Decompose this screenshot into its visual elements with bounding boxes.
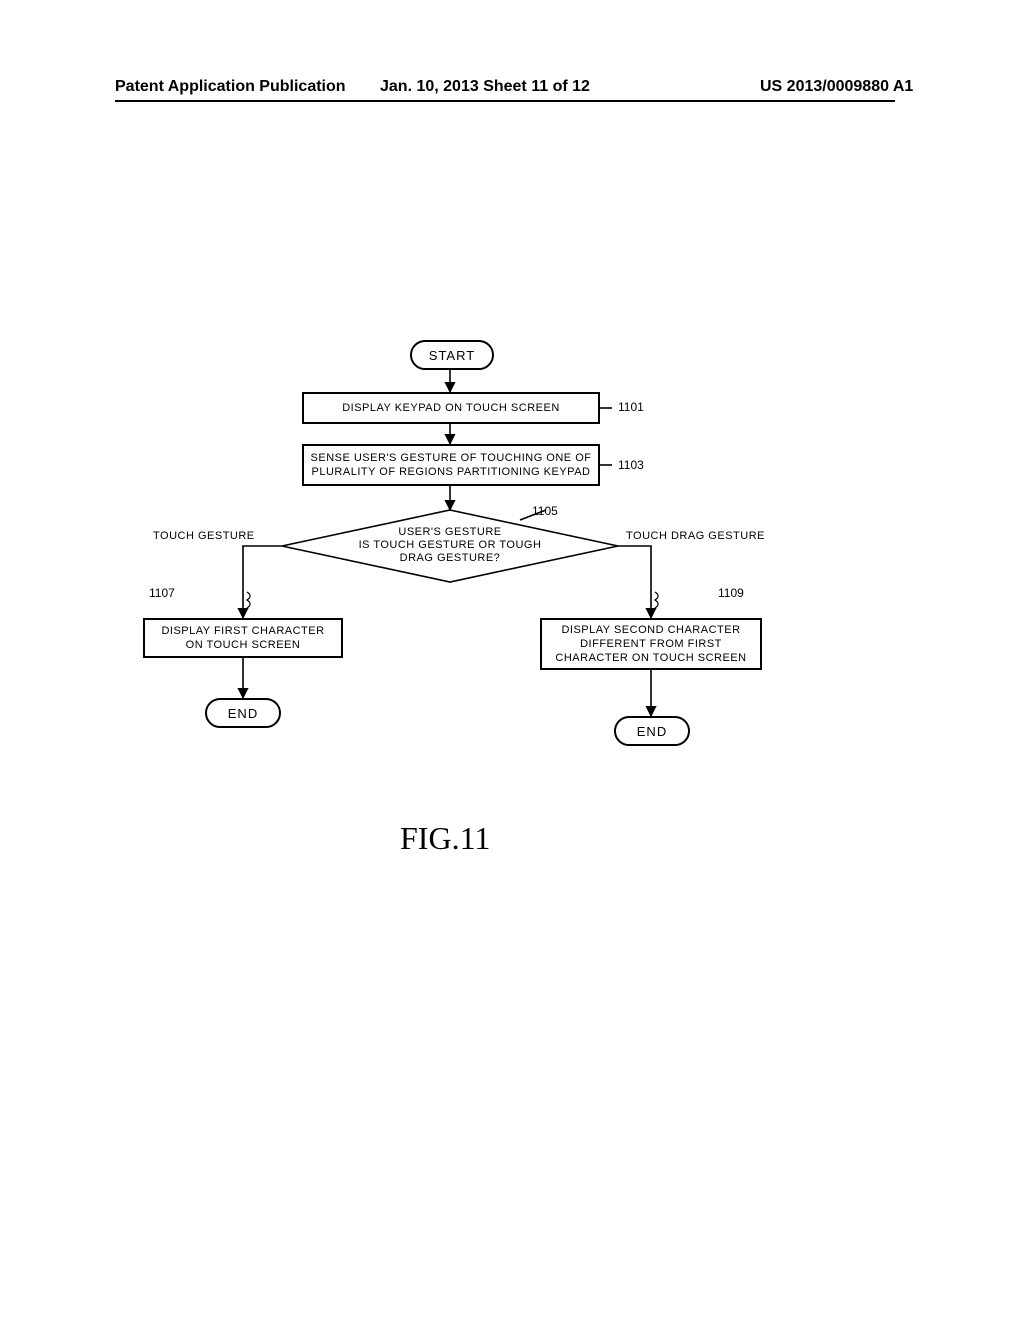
header-rule	[115, 100, 895, 102]
page: Patent Application Publication Jan. 10, …	[0, 0, 1024, 1320]
ref-1105: 1105	[532, 504, 558, 518]
decision-line2: IS TOUCH GESTURE OR TOUGH	[300, 539, 600, 551]
decision-line1: USER'S GESTURE	[300, 526, 600, 538]
header-left: Patent Application Publication	[115, 78, 346, 96]
process-display-first-char: DISPLAY FIRST CHARACTERON TOUCH SCREEN	[143, 618, 343, 658]
header-mid: Jan. 10, 2013 Sheet 11 of 12	[380, 78, 590, 96]
ref-1109: 1109	[718, 586, 744, 600]
process-display-second-char: DISPLAY SECOND CHARACTERDIFFERENT FROM F…	[540, 618, 762, 670]
process-display-keypad: DISPLAY KEYPAD ON TOUCH SCREEN	[302, 392, 600, 424]
ref-1101: 1101	[618, 400, 644, 414]
ref-1107: 1107	[149, 586, 175, 600]
branch-label-right: TOUCH DRAG GESTURE	[626, 530, 765, 542]
terminal-end-right: END	[614, 716, 690, 746]
terminal-end-left: END	[205, 698, 281, 728]
process-display-first-char-text: DISPLAY FIRST CHARACTERON TOUCH SCREEN	[161, 624, 324, 653]
decision-line3: DRAG GESTURE?	[300, 552, 600, 564]
process-sense-gesture-text: SENSE USER'S GESTURE OF TOUCHING ONE OFP…	[311, 451, 592, 480]
figure-caption: FIG.11	[400, 820, 490, 857]
ref-1103: 1103	[618, 458, 644, 472]
header-right: US 2013/0009880 A1	[760, 78, 913, 96]
terminal-start: START	[410, 340, 494, 370]
process-sense-gesture: SENSE USER'S GESTURE OF TOUCHING ONE OFP…	[302, 444, 600, 486]
process-display-second-char-text: DISPLAY SECOND CHARACTERDIFFERENT FROM F…	[555, 623, 746, 666]
flowchart-svg	[0, 0, 1024, 1320]
branch-label-left: TOUCH GESTURE	[153, 530, 255, 542]
